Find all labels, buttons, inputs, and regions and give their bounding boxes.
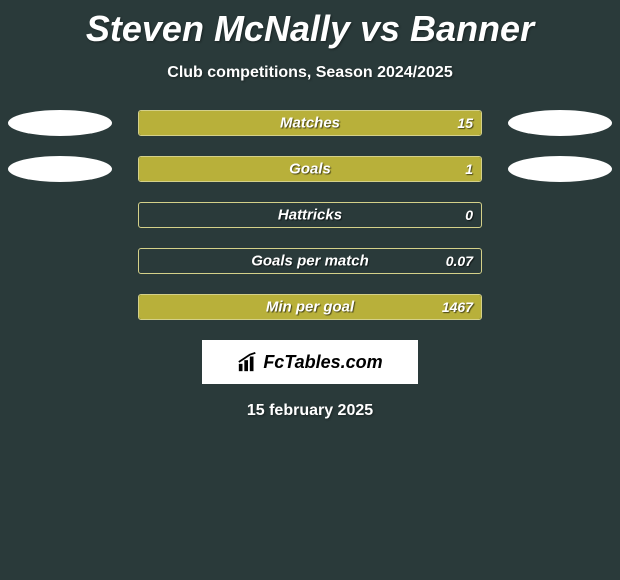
stat-bar: Matches15: [138, 110, 482, 136]
stat-label: Min per goal: [139, 299, 481, 316]
player-left-oval: [8, 156, 112, 182]
stat-row: Goals1: [0, 156, 620, 182]
stat-bar: Goals per match0.07: [138, 248, 482, 274]
stat-row: Matches15: [0, 110, 620, 136]
stat-value: 0: [465, 207, 473, 223]
stat-bar: Min per goal1467: [138, 294, 482, 320]
logo: FcTables.com: [237, 351, 382, 373]
stat-label: Goals per match: [139, 253, 481, 270]
stat-bar: Hattricks0: [138, 202, 482, 228]
logo-box: FcTables.com: [202, 340, 418, 384]
stats-container: Matches15 Goals1 Hattricks0 Goals per match…: [0, 110, 620, 320]
stat-row: Min per goal1467: [0, 294, 620, 320]
page-subtitle: Club competitions, Season 2024/2025: [0, 64, 620, 82]
stat-value: 15: [457, 115, 473, 131]
player-right-oval: [508, 110, 612, 136]
stat-row: Hattricks0: [0, 202, 620, 228]
footer-date: 15 february 2025: [0, 402, 620, 420]
stat-value: 1467: [442, 299, 473, 315]
logo-text: FcTables.com: [263, 352, 382, 373]
stat-label: Hattricks: [139, 207, 481, 224]
stat-label: Goals: [139, 161, 481, 178]
chart-icon: [237, 351, 259, 373]
player-right-oval: [508, 156, 612, 182]
page-title: Steven McNally vs Banner: [0, 0, 620, 50]
player-left-oval: [8, 110, 112, 136]
stat-label: Matches: [139, 115, 481, 132]
stat-bar: Goals1: [138, 156, 482, 182]
stat-value: 1: [465, 161, 473, 177]
stat-row: Goals per match0.07: [0, 248, 620, 274]
stat-value: 0.07: [446, 253, 473, 269]
